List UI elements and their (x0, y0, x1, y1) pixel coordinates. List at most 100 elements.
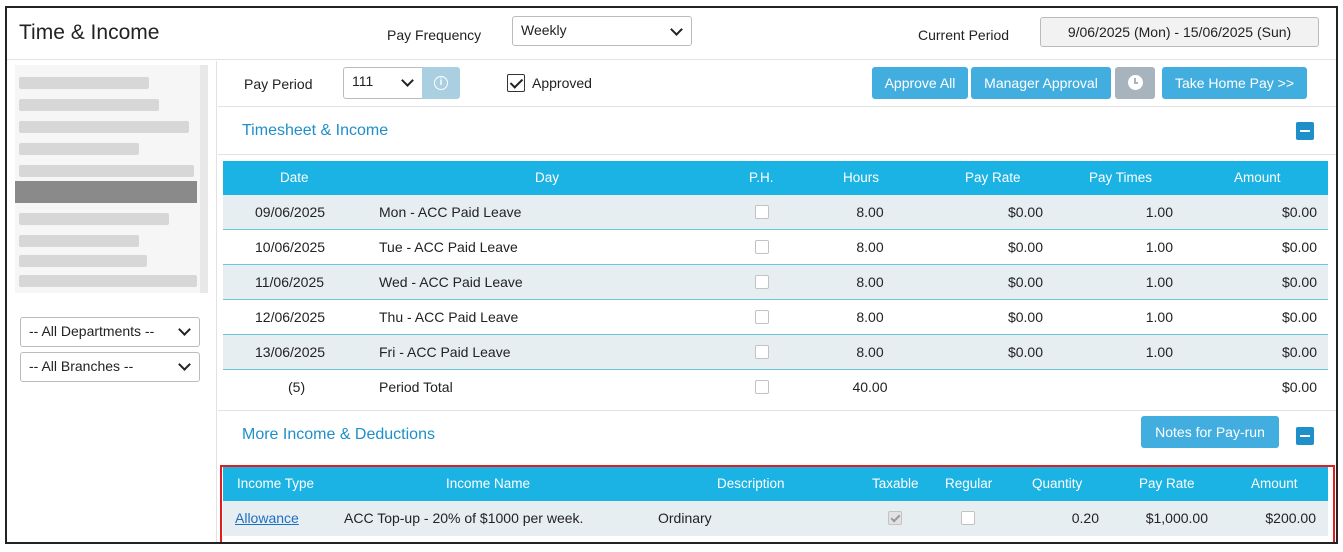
timesheet-table-header: Date Day P.H. Hours Pay Rate Pay Times A… (223, 161, 1328, 195)
income-name: ACC Top-up - 20% of $1000 per week. (344, 510, 584, 526)
row-amount: $0.00 (1281, 309, 1317, 325)
col-quantity: Quantity (1032, 476, 1083, 491)
col-amount: Amount (1234, 170, 1281, 185)
income-type-link[interactable]: Allowance (235, 510, 299, 526)
row-hours: 8.00 (856, 344, 884, 360)
table-row[interactable]: 10/06/2025 Tue - ACC Paid Leave 8.00 $0.… (223, 230, 1328, 265)
row-pay-rate: $0.00 (1007, 204, 1043, 220)
chevron-down-icon (401, 74, 414, 87)
total-amount: $0.00 (1281, 379, 1317, 395)
row-pay-times: 1.00 (1145, 309, 1173, 325)
approve-all-button[interactable]: Approve All (872, 67, 968, 99)
ph-checkbox[interactable] (755, 240, 769, 254)
chevron-down-icon (178, 358, 191, 371)
ph-checkbox[interactable] (755, 345, 769, 359)
top-bar: Time & Income Pay Frequency Weekly Curre… (7, 8, 1336, 60)
regular-checkbox[interactable] (961, 511, 975, 525)
ph-checkbox[interactable] (755, 205, 769, 219)
app-window: Time & Income Pay Frequency Weekly Curre… (5, 6, 1338, 544)
total-hours: 40.00 (852, 379, 888, 395)
row-pay-times: 1.00 (1145, 344, 1173, 360)
history-button[interactable] (1115, 67, 1155, 99)
row-amount: $0.00 (1281, 204, 1317, 220)
income-description: Ordinary (658, 510, 712, 526)
col-date: Date (280, 170, 309, 185)
pay-frequency-value: Weekly (521, 22, 567, 38)
employee-list-scrollbar[interactable] (200, 65, 208, 293)
page-title: Time & Income (19, 21, 160, 44)
total-count: (5) (288, 379, 306, 395)
table-row[interactable]: Allowance ACC Top-up - 20% of $1000 per … (223, 501, 1328, 536)
col-regular: Regular (945, 476, 993, 491)
row-hours: 8.00 (856, 204, 884, 220)
main-panel: Pay Period 111 i Approved Approve All Ma… (218, 61, 1336, 542)
taxable-checkbox[interactable] (888, 511, 902, 525)
col-income-type: Income Type (237, 476, 315, 491)
income-quantity: 0.20 (1071, 510, 1099, 526)
table-row[interactable]: 09/06/2025 Mon - ACC Paid Leave 8.00 $0.… (223, 195, 1328, 230)
chevron-down-icon (178, 323, 191, 336)
row-pay-rate: $0.00 (1007, 309, 1043, 325)
table-row[interactable]: 13/06/2025 Fri - ACC Paid Leave 8.00 $0.… (223, 335, 1328, 370)
collapse-timesheet-icon[interactable] (1296, 122, 1314, 140)
row-date: 13/06/2025 (255, 344, 326, 360)
col-ph: P.H. (749, 170, 774, 185)
notes-for-pay-run-button[interactable]: Notes for Pay-run (1141, 416, 1279, 448)
approved-checkbox[interactable] (507, 74, 525, 92)
table-row[interactable]: 11/06/2025 Wed - ACC Paid Leave 8.00 $0.… (223, 265, 1328, 300)
col-hours: Hours (843, 170, 880, 185)
row-date: 12/06/2025 (255, 309, 326, 325)
departments-select[interactable]: -- All Departments -- (20, 317, 200, 347)
pay-period-info-button[interactable]: i (422, 67, 460, 99)
row-day: Mon - ACC Paid Leave (379, 204, 522, 220)
manager-approval-button[interactable]: Manager Approval (971, 67, 1111, 99)
row-pay-times: 1.00 (1145, 204, 1173, 220)
col-income-name: Income Name (446, 476, 531, 491)
ph-checkbox[interactable] (755, 275, 769, 289)
row-amount: $0.00 (1281, 239, 1317, 255)
table-row[interactable]: 12/06/2025 Thu - ACC Paid Leave 8.00 $0.… (223, 300, 1328, 335)
current-period-field[interactable]: 9/06/2025 (Mon) - 15/06/2025 (Sun) (1040, 17, 1319, 47)
row-date: 09/06/2025 (255, 204, 326, 220)
highlight-box (220, 465, 1335, 542)
pay-frequency-label: Pay Frequency (387, 27, 482, 43)
pay-frequency-select[interactable]: Weekly (512, 16, 692, 46)
clock-icon (1128, 75, 1143, 90)
period-total-row: (5) Period Total 40.00 $0.00 (223, 370, 1328, 405)
more-income-section-title: More Income & Deductions (242, 426, 435, 443)
income-pay-rate: $1,000.00 (1145, 510, 1208, 526)
ph-checkbox[interactable] (755, 310, 769, 324)
col-taxable: Taxable (872, 476, 919, 491)
pay-period-select[interactable]: 111 (343, 67, 423, 99)
branches-select[interactable]: -- All Branches -- (20, 352, 200, 382)
current-period-label: Current Period (918, 27, 1010, 43)
row-pay-times: 1.00 (1145, 274, 1173, 290)
row-pay-rate: $0.00 (1007, 344, 1043, 360)
collapse-more-income-icon[interactable] (1296, 427, 1314, 445)
pay-period-bar: Pay Period 111 i Approved Approve All Ma… (218, 61, 1336, 107)
income-amount: $200.00 (1265, 510, 1316, 526)
row-day: Tue - ACC Paid Leave (379, 239, 518, 255)
ph-checkbox[interactable] (755, 380, 769, 394)
row-date: 10/06/2025 (255, 239, 326, 255)
pay-period-label: Pay Period (244, 76, 313, 92)
employee-list[interactable] (15, 65, 208, 293)
row-hours: 8.00 (856, 274, 884, 290)
pay-period-value: 111 (352, 73, 374, 89)
row-pay-rate: $0.00 (1007, 274, 1043, 290)
row-day: Fri - ACC Paid Leave (379, 344, 511, 360)
approved-label: Approved (532, 75, 592, 91)
col-description: Description (717, 476, 785, 491)
col-day: Day (535, 170, 560, 185)
col-income-pay-rate: Pay Rate (1139, 476, 1195, 491)
row-day: Wed - ACC Paid Leave (379, 274, 523, 290)
col-pay-rate: Pay Rate (965, 170, 1021, 185)
departments-value: -- All Departments -- (29, 323, 155, 339)
col-pay-times: Pay Times (1089, 170, 1153, 185)
take-home-pay-button[interactable]: Take Home Pay >> (1162, 67, 1307, 99)
info-icon: i (434, 76, 448, 90)
timesheet-section-title: Timesheet & Income (242, 122, 389, 139)
row-hours: 8.00 (856, 309, 884, 325)
row-hours: 8.00 (856, 239, 884, 255)
employee-list-selected-item[interactable] (15, 181, 197, 203)
